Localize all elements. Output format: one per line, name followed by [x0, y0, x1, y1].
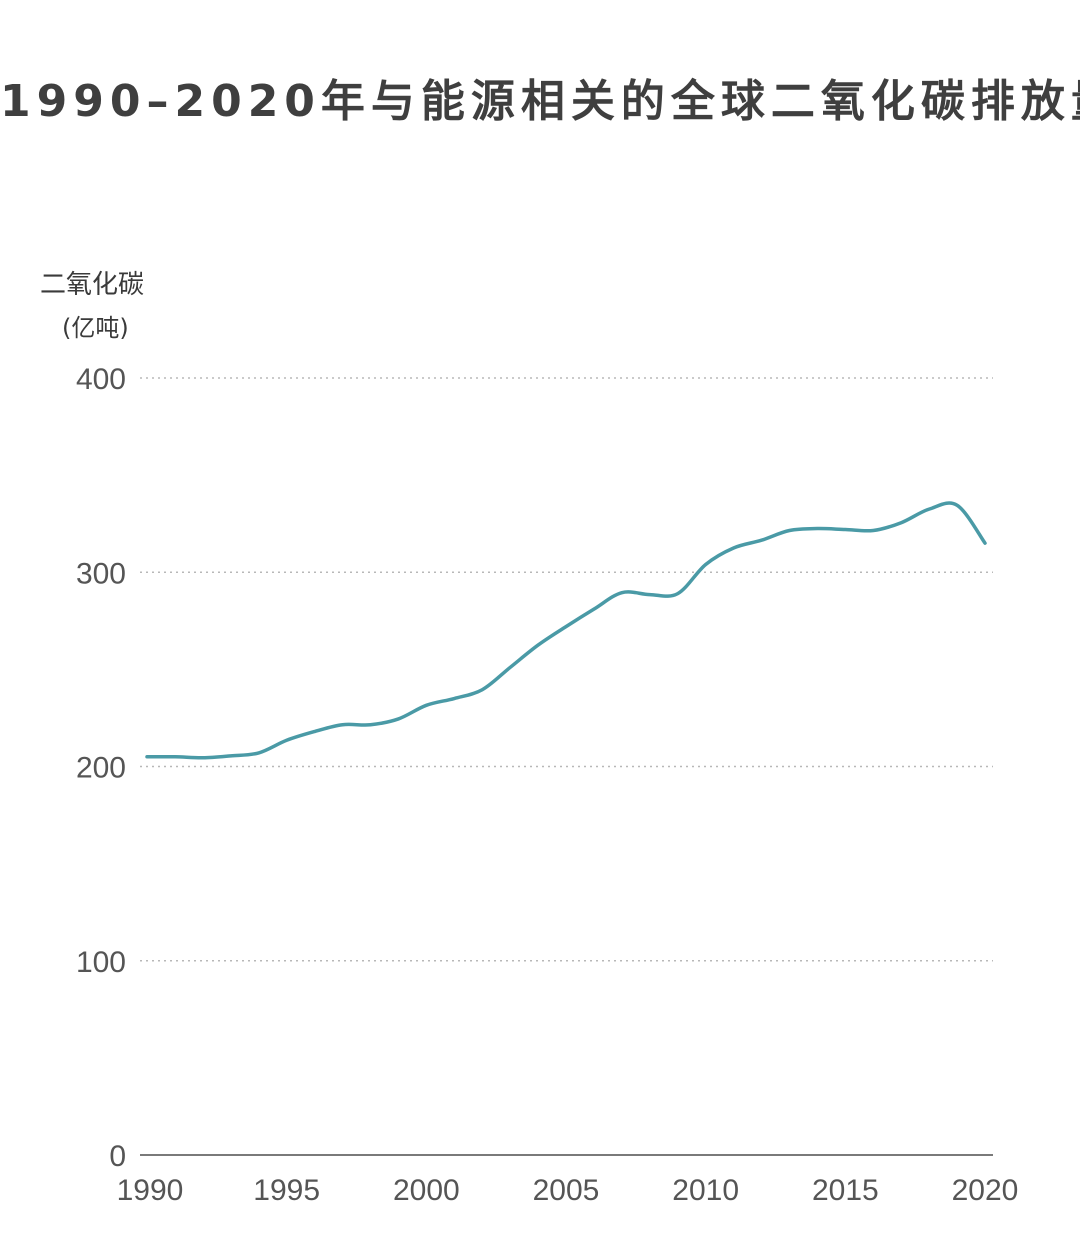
data-point-2011: [731, 545, 737, 551]
x-tick-label: 1995: [253, 1174, 320, 1207]
data-point-2014: [814, 526, 820, 532]
x-tick-label: 2020: [952, 1174, 1019, 1207]
data-point-2010: [703, 561, 709, 567]
series-layer: [144, 501, 988, 761]
y-axis-unit: (亿吨): [62, 314, 129, 342]
data-point-2001: [451, 696, 457, 702]
data-point-2004: [535, 642, 541, 648]
y-tick-label: 200: [76, 752, 126, 785]
x-tick-label: 2005: [533, 1174, 600, 1207]
y-tick-label: 0: [109, 1140, 126, 1173]
y-axis-label: 二氧化碳: [40, 270, 145, 300]
x-tick-label: 2010: [672, 1174, 739, 1207]
data-point-2015: [842, 527, 848, 533]
data-point-2003: [507, 664, 513, 670]
data-point-2017: [898, 520, 904, 526]
data-point-2002: [479, 687, 485, 693]
data-point-1997: [340, 722, 346, 728]
y-tick-label: 300: [76, 557, 126, 590]
data-point-2005: [563, 624, 569, 630]
data-point-2012: [759, 537, 765, 543]
y-tick-labels: 0 100 200 300 400: [76, 363, 126, 1173]
x-tick-label: 2000: [393, 1174, 460, 1207]
data-point-2007: [619, 590, 625, 596]
data-point-1993: [228, 753, 234, 759]
data-point-1998: [367, 722, 373, 728]
data-point-1994: [256, 750, 262, 756]
chart-title: 1990–2020年与能源相关的全球二氧化碳排放量: [0, 76, 1080, 127]
y-tick-label: 100: [76, 946, 126, 979]
y-tick-label: 400: [76, 363, 126, 396]
data-point-1990: [144, 754, 150, 760]
data-point-2013: [786, 527, 792, 533]
grid-layer: [140, 377, 993, 962]
data-point-2020: [982, 540, 988, 546]
data-point-2018: [926, 506, 932, 512]
x-tick-label: 1990: [117, 1174, 184, 1207]
data-point-2016: [870, 527, 876, 533]
data-point-1995: [284, 737, 290, 743]
series-line: [145, 501, 987, 760]
data-point-1991: [172, 754, 178, 760]
data-point-2008: [647, 592, 653, 598]
data-point-2009: [675, 591, 681, 597]
data-point-1999: [395, 716, 401, 722]
data-point-2000: [423, 702, 429, 708]
data-point-1996: [312, 729, 318, 735]
data-point-2006: [591, 606, 597, 612]
x-tick-label: 2015: [812, 1174, 879, 1207]
x-tick-labels: 1990 1995 2000 2005 2010 2015 2020: [117, 1174, 1019, 1207]
data-point-2019: [954, 502, 960, 508]
chart-title-container: 1990–2020年与能源相关的全球二氧化碳排放量 1990–2020年与能源相…: [0, 72, 1080, 152]
data-point-1992: [200, 755, 206, 761]
